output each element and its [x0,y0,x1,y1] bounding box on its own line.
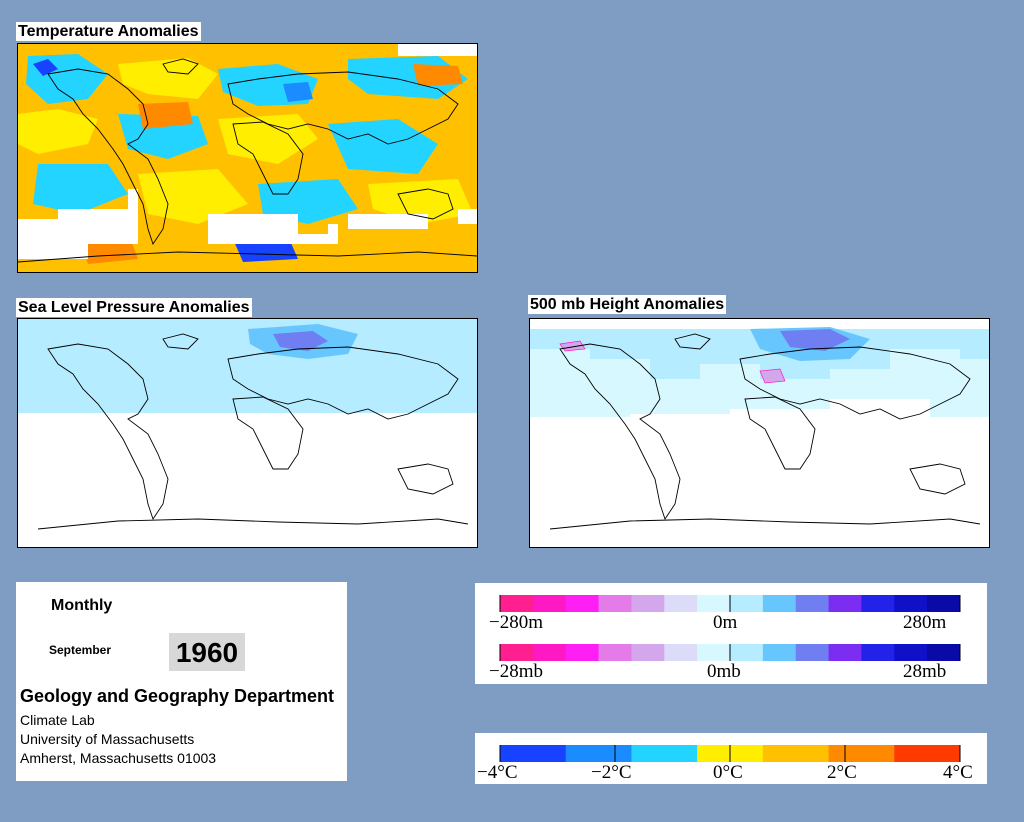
color-bar-segment [565,595,600,612]
coastlines [37,333,469,530]
temperature-anomaly-map [17,43,478,273]
color-bar-segment [927,595,961,612]
temperature-panel-title: Temperature Anomalies [16,22,201,41]
height-zero-label: 0m [713,612,738,633]
height500-anomaly-map [529,318,990,548]
color-bar-segment [664,595,698,612]
slp-data-band [18,319,477,413]
color-bar-segment [828,644,862,661]
color-bar-segment [500,644,534,661]
slp-panel-title: Sea Level Pressure Anomalies [16,298,252,317]
year-display[interactable]: 1960 [169,633,245,671]
temp-label-plus4: 4°C [943,762,973,783]
color-bar-segment [894,745,961,762]
anomaly-legend: −280m 0m 280m −28mb 0mb 28mb [475,583,987,684]
pressure-min-label: −28mb [489,661,543,682]
pressure-zero-label: 0mb [707,661,741,682]
color-bar-segment [762,745,830,762]
temp-label-minus2: −2°C [591,762,632,783]
color-bar-segment [631,745,698,762]
university-name: University of Massachusetts [20,731,195,747]
color-bar-segment [598,595,632,612]
missing-data-regions [18,44,477,259]
color-bar-segment [730,644,764,661]
coastlines [18,58,477,263]
color-bar-segment [828,745,895,762]
info-box: Monthly September 1960 Geology and Geogr… [16,582,347,781]
color-bar-segment [631,595,665,612]
color-bar-segment [565,745,632,762]
color-bar-segment [762,644,797,661]
color-bar-segment [762,595,797,612]
temperature-color-bar [499,745,961,762]
height-color-bar [499,595,961,612]
color-bar-segment [828,595,862,612]
coastlines [549,333,981,530]
lab-name: Climate Lab [20,712,95,728]
color-bar-segment [697,644,731,661]
height-min-label: −280m [489,612,543,633]
pressure-color-bar [499,644,961,661]
height500-panel-title: 500 mb Height Anomalies [528,295,727,314]
color-bar-segment [532,595,567,612]
color-bar-segment [927,644,961,661]
slp-anomaly-map [17,318,478,548]
color-bar-segment [631,644,665,661]
frequency-label: Monthly [51,597,113,614]
color-bar-segment [500,595,534,612]
temp-label-plus2: 2°C [827,762,857,783]
color-bar-segment [697,595,731,612]
color-bar-segment [795,595,830,612]
month-label: September [49,643,112,657]
height-max-label: 280m [903,612,947,633]
department-name: Geology and Geography Department [20,686,335,706]
color-bar-segment [532,644,567,661]
color-bar-segment [565,644,600,661]
color-bar-segment [500,745,567,762]
temperature-legend: −4°C −2°C 0°C 2°C 4°C [475,733,987,784]
color-bar-segment [894,595,928,612]
color-bar-segment [598,644,632,661]
color-bar-segment [894,644,928,661]
temperature-anomaly-field [18,44,477,264]
temp-label-zero: 0°C [713,762,743,783]
color-bar-segment [861,644,895,661]
color-bar-segment [664,644,698,661]
pressure-max-label: 28mb [903,661,946,682]
color-bar-segment [795,644,830,661]
color-bar-segment [730,595,764,612]
color-bar-segment [861,595,895,612]
temp-label-minus4: −4°C [477,762,518,783]
address-line: Amherst, Massachusetts 01003 [20,750,217,766]
